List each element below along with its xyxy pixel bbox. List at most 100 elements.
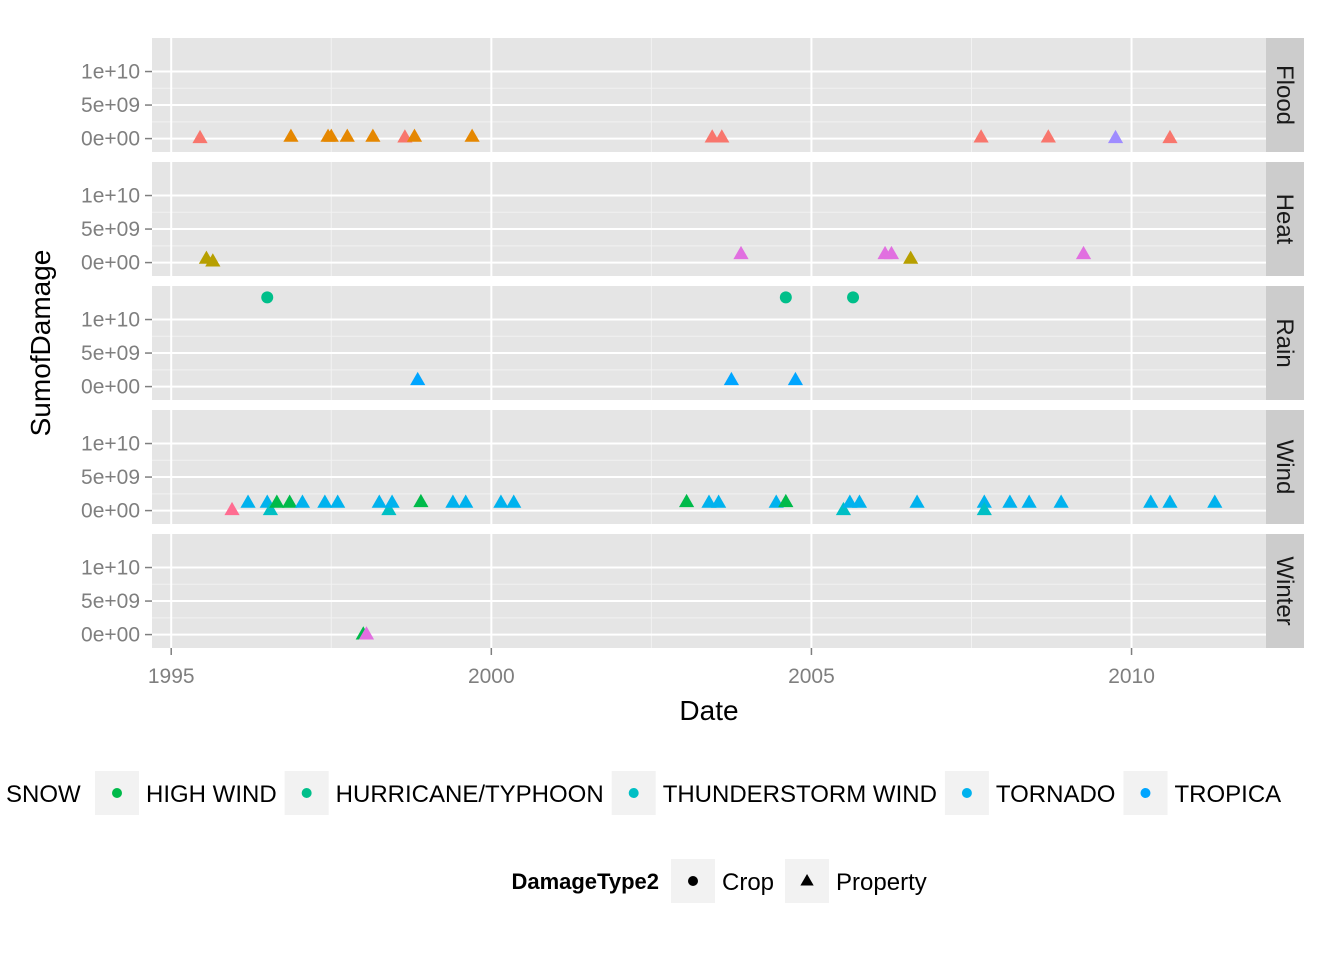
data-point xyxy=(1075,245,1092,260)
data-point xyxy=(1107,129,1124,144)
data-point xyxy=(711,494,727,508)
data-point xyxy=(317,494,333,508)
data-point xyxy=(976,501,992,516)
points-rain xyxy=(261,291,860,386)
legend-label: HURRICANE/TYPHOON xyxy=(336,781,604,808)
legend-marker xyxy=(688,876,698,886)
shape-legend-title: DamageType2 xyxy=(511,869,659,894)
facet-strip xyxy=(1266,162,1304,276)
y-tick-label: 1e+10 xyxy=(81,309,140,332)
facet-panel-wind: 0e+00 5e+09 1e+10 Wind xyxy=(81,410,1304,524)
x-tick-label: 1995 xyxy=(148,665,195,688)
data-point xyxy=(406,128,423,142)
legend-label: TROPICA xyxy=(1174,781,1281,808)
facet-panel-heat: 0e+00 5e+09 1e+10 Heat xyxy=(81,162,1304,276)
data-point xyxy=(384,494,400,508)
data-point xyxy=(381,501,397,516)
facet-strip xyxy=(1266,534,1304,648)
y-tick-label: 5e+09 xyxy=(81,94,140,117)
points-heat xyxy=(198,245,1092,267)
data-point xyxy=(1162,494,1178,508)
legend-label: HIGH WIND xyxy=(146,781,277,808)
data-point xyxy=(835,501,852,516)
points-flood xyxy=(192,128,1178,144)
facet-panel-flood: 0e+00 5e+09 1e+10 Flood xyxy=(81,38,1304,152)
data-point xyxy=(410,371,426,386)
data-point xyxy=(371,494,387,508)
facet-strip xyxy=(1266,410,1304,524)
x-tick-label: 2010 xyxy=(1108,665,1155,688)
data-point xyxy=(778,493,794,508)
data-point xyxy=(1021,494,1037,508)
y-tick-label: 5e+09 xyxy=(81,466,140,489)
panel-background xyxy=(152,38,1266,152)
facet-strip xyxy=(1266,38,1304,152)
data-point xyxy=(903,250,919,264)
panel-background xyxy=(152,534,1266,648)
data-point xyxy=(261,291,274,304)
data-point xyxy=(779,291,792,304)
data-point xyxy=(323,128,339,142)
data-point xyxy=(714,129,730,143)
data-point xyxy=(733,245,749,260)
y-tick-label: 0e+00 xyxy=(81,500,140,523)
data-point xyxy=(506,494,522,508)
data-point xyxy=(339,128,355,142)
data-point xyxy=(358,626,375,640)
facet-strip-label: Wind xyxy=(1271,440,1298,495)
facet-panel-winter: 0e+00 5e+09 1e+10 Winter xyxy=(81,534,1304,648)
y-tick-label: 0e+00 xyxy=(81,624,140,647)
data-point xyxy=(282,494,298,508)
data-point xyxy=(294,494,311,508)
y-tick-label: 5e+09 xyxy=(81,218,140,241)
data-point xyxy=(1207,494,1223,508)
data-point xyxy=(1002,494,1018,508)
data-point xyxy=(458,494,474,508)
data-point xyxy=(365,128,381,142)
data-point xyxy=(701,494,717,508)
panel-background xyxy=(152,162,1266,276)
data-point xyxy=(883,245,900,260)
legend-marker xyxy=(961,788,972,798)
data-point xyxy=(704,129,720,143)
y-tick-label: 1e+10 xyxy=(81,61,140,84)
y-tick-label: 1e+10 xyxy=(81,557,140,580)
data-point xyxy=(493,494,509,508)
x-tick-label: 2000 xyxy=(468,665,515,688)
color-legend: SNOW HIGH WIND HURRICANE/TYPHOON THUNDERSTO… xyxy=(6,771,1281,815)
legend-marker xyxy=(800,874,814,886)
data-point xyxy=(269,494,285,508)
y-tick-label: 1e+10 xyxy=(81,433,140,456)
data-point xyxy=(976,494,992,508)
facet-strip-label: Flood xyxy=(1271,65,1298,125)
data-point xyxy=(1143,494,1159,508)
data-point xyxy=(909,494,925,508)
data-point xyxy=(413,493,429,508)
legend-marker xyxy=(301,788,312,798)
y-tick-label: 5e+09 xyxy=(81,590,140,613)
legend-label: SNOW xyxy=(6,781,81,808)
data-point xyxy=(192,129,208,144)
data-point xyxy=(847,291,860,304)
facet-strip-label: Rain xyxy=(1271,318,1298,367)
facet-strip xyxy=(1266,286,1304,400)
facet-strip-label: Heat xyxy=(1271,194,1298,245)
data-point xyxy=(240,494,256,508)
y-tick-label: 5e+09 xyxy=(81,342,140,365)
data-point xyxy=(262,501,279,516)
x-tick-label: 2005 xyxy=(788,665,835,688)
legend-label: Property xyxy=(836,869,927,896)
data-point xyxy=(464,128,480,142)
legend-marker xyxy=(628,788,639,798)
data-point xyxy=(283,128,299,142)
facet-panel-rain: 0e+00 5e+09 1e+10 Rain xyxy=(81,286,1304,400)
facet-strip-label: Winter xyxy=(1271,556,1298,625)
legend-marker xyxy=(1140,788,1151,798)
legend-marker xyxy=(112,788,122,798)
x-axis-title: Date xyxy=(679,695,738,726)
data-point xyxy=(445,494,461,508)
legend-label: TORNADO xyxy=(996,781,1116,808)
data-point xyxy=(723,371,740,386)
